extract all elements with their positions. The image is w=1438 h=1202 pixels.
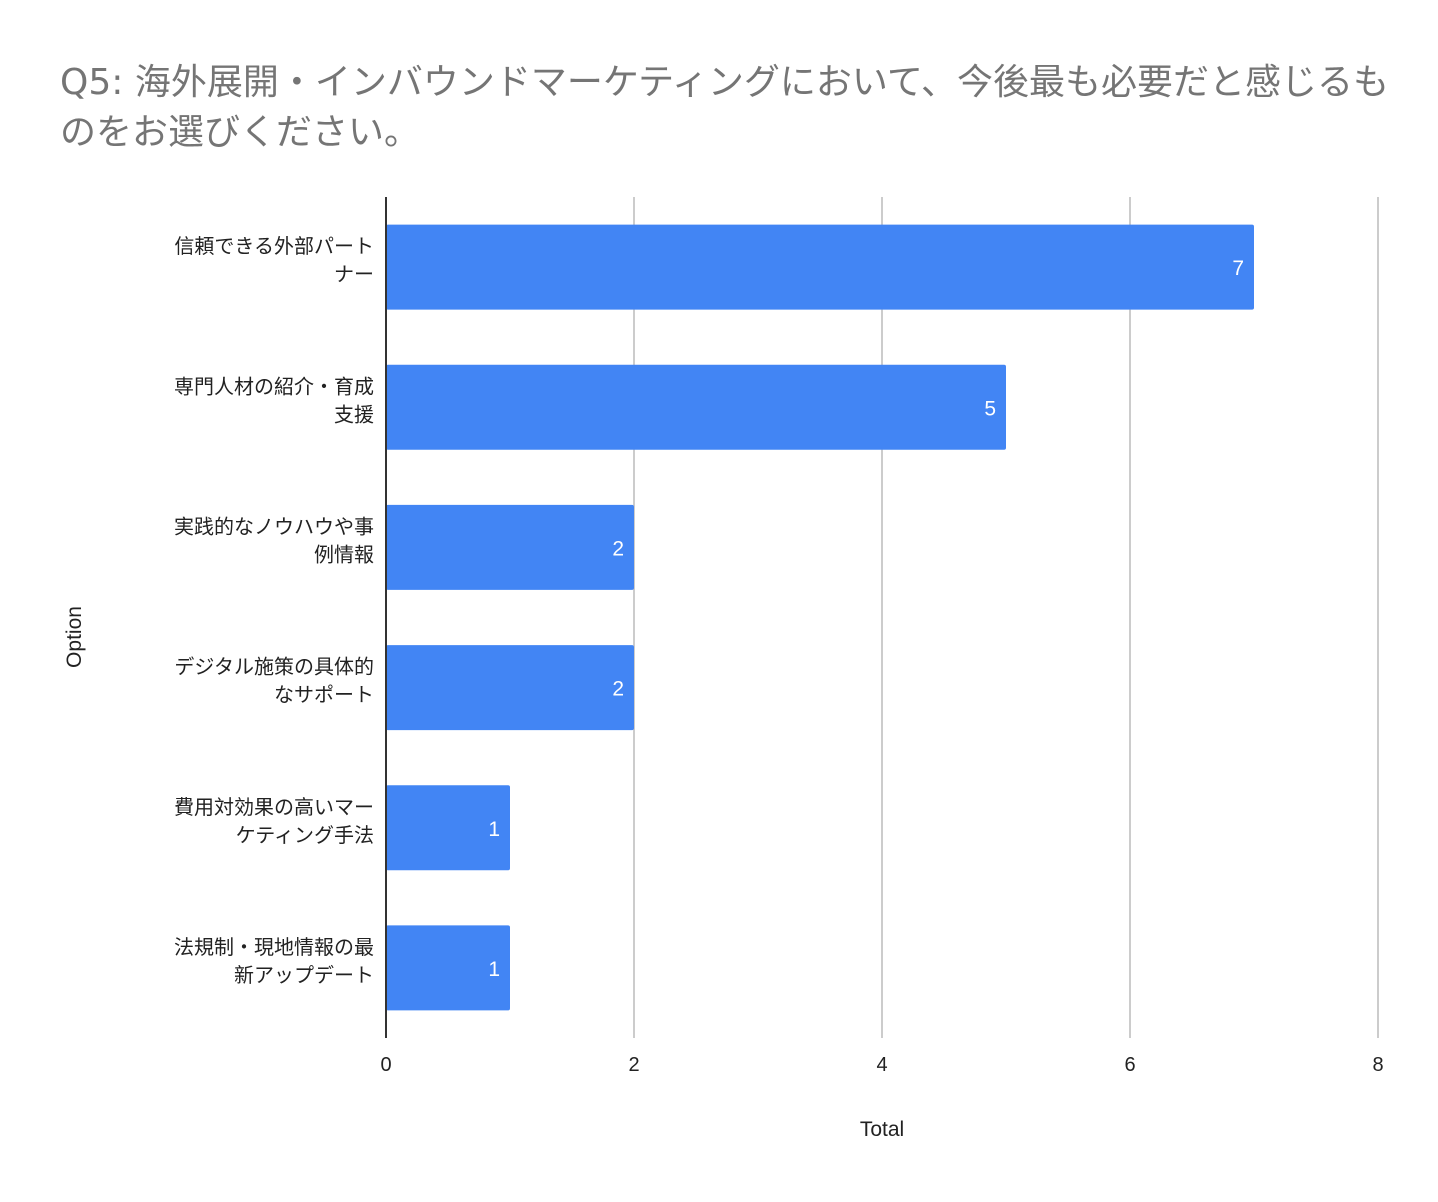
category-label-1-line-1: 支援 (334, 402, 374, 426)
x-tick-label-0: 0 (380, 1054, 391, 1076)
x-tick-labels: 0 2 4 6 8 (380, 1054, 1383, 1076)
data-label-0: 7 (1232, 257, 1244, 280)
bars (386, 224, 1254, 1011)
bar-0 (386, 224, 1254, 310)
category-label-2-line-1: 例情報 (314, 542, 374, 566)
data-labels: 7 5 2 2 1 1 (488, 257, 1244, 981)
category-label-5-line-1: 新アップデート (234, 963, 374, 987)
category-label-1-line-0: 専門人材の紹介・育成 (174, 374, 374, 398)
x-tick-label-2: 4 (876, 1054, 887, 1076)
category-label-0-line-1: ナー (334, 262, 374, 286)
category-labels: 信頼できる外部パートナー専門人材の紹介・育成支援実践的なノウハウや事例情報デジタ… (174, 234, 374, 987)
x-tick-label-3: 6 (1124, 1054, 1135, 1076)
category-label-4-line-1: ケティング手法 (236, 823, 374, 847)
gridlines (633, 197, 1379, 1038)
category-label-0-line-0: 信頼できる外部パート (174, 234, 374, 258)
data-label-3: 2 (612, 678, 624, 701)
bar-2 (386, 504, 634, 590)
category-label-5-line-0: 法規制・現地情報の最 (174, 935, 374, 959)
data-label-2: 2 (612, 537, 624, 560)
x-axis-title: Total (860, 1118, 904, 1141)
category-label-4-line-0: 費用対効果の高いマー (174, 795, 374, 819)
bar-5 (386, 925, 510, 1011)
bar-3 (386, 645, 634, 731)
data-label-5: 1 (488, 958, 500, 981)
bar-4 (386, 785, 510, 871)
bar-1 (386, 364, 1006, 450)
x-tick-label-1: 2 (628, 1054, 639, 1076)
data-label-1: 5 (984, 397, 996, 420)
category-label-2-line-0: 実践的なノウハウや事 (174, 514, 374, 538)
category-label-3-line-1: なサポート (274, 683, 374, 707)
chart-title: Q5: 海外展開・インバウンドマーケティングにおいて、今後最も必要だと感じるもの… (60, 62, 1390, 153)
data-label-4: 1 (488, 818, 500, 841)
category-label-3-line-0: デジタル施策の具体的 (174, 655, 374, 679)
y-axis-title: Option (63, 606, 86, 668)
x-tick-label-4: 8 (1372, 1054, 1383, 1076)
